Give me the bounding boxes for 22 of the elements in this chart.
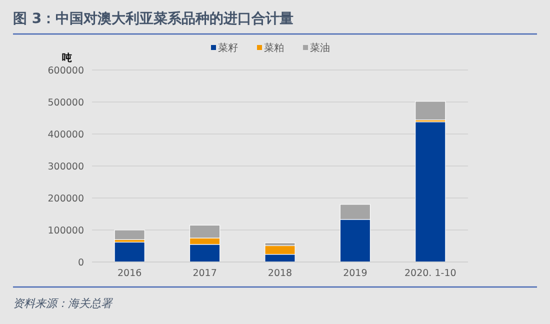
- y-tick-label: 400000: [48, 130, 84, 140]
- y-tick-label: 300000: [48, 162, 84, 172]
- y-tick-label: 600000: [48, 66, 84, 76]
- bar: [415, 122, 446, 262]
- x-tick-label: 2017: [192, 268, 217, 279]
- legend-label: 菜粕: [264, 42, 284, 54]
- y-tick-label: 0: [78, 258, 84, 268]
- text: 资料来源：海关总署: [13, 297, 113, 310]
- legend-label: 菜油: [310, 42, 330, 54]
- x-tick-label: 2018: [268, 268, 292, 279]
- y-tick-label: 200000: [48, 194, 84, 204]
- bar: [114, 230, 145, 240]
- x-tick-label: 2020. 1-10: [404, 268, 456, 279]
- bar: [415, 101, 446, 120]
- bar: [114, 242, 145, 262]
- legend-label: 菜籽: [218, 42, 238, 54]
- y-tick-label: 100000: [48, 226, 84, 236]
- x-tick-label: 2016: [118, 268, 142, 279]
- y-tick-label: 500000: [48, 98, 84, 108]
- chart-title: 图 3：中国对澳大利亚菜系品种的进口合计量: [13, 11, 294, 27]
- y-axis-title: 吨: [62, 52, 72, 64]
- x-tick-label: 2019: [343, 268, 368, 279]
